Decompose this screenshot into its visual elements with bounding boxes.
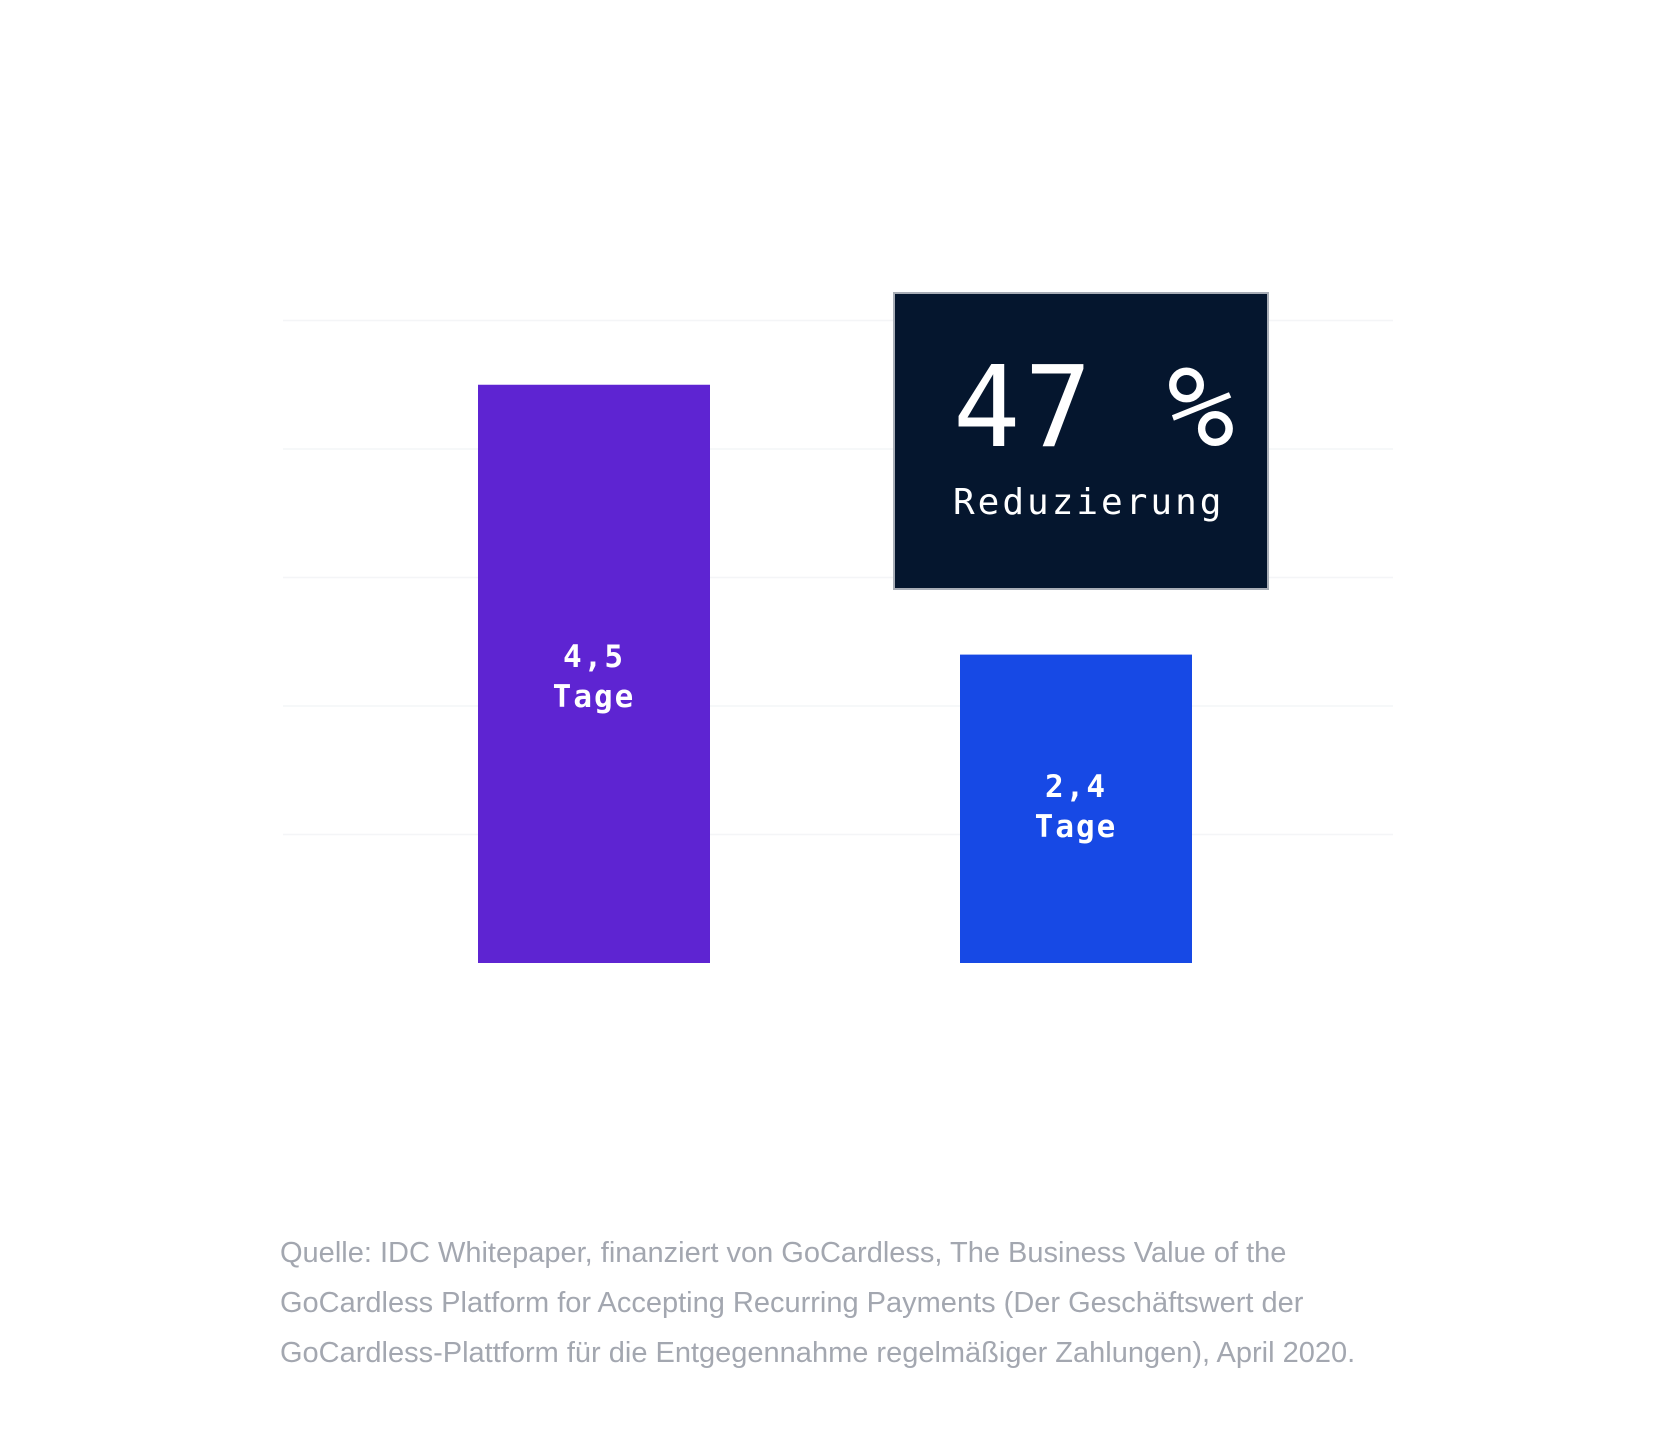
reduction-callout: 47 % Reduzierung xyxy=(893,292,1269,590)
bar-data-label-1-value: 4,5 xyxy=(563,638,625,675)
source-line-1: Quelle: IDC Whitepaper, finanziert von G… xyxy=(280,1237,1287,1269)
bar-data-label-2-unit: Tage xyxy=(1034,808,1118,845)
bar-1 xyxy=(478,384,710,963)
bar-data-label-1: 4,5 Tage xyxy=(478,637,710,717)
source-note: Quelle: IDC Whitepaper, finanziert von G… xyxy=(280,1228,1480,1378)
source-line-3: GoCardless-Plattform für die Entgegennah… xyxy=(280,1337,1356,1369)
bar-data-label-2-value: 2,4 xyxy=(1045,768,1107,805)
bar-data-label-2: 2,4 Tage xyxy=(960,767,1192,847)
bar-2 xyxy=(960,654,1192,963)
source-line-2: GoCardless Platform for Accepting Recurr… xyxy=(280,1287,1304,1319)
bar-data-label-1-unit: Tage xyxy=(552,678,636,715)
reduction-label: Reduzierung xyxy=(953,482,1225,523)
reduction-percentage: 47 % xyxy=(953,343,1239,473)
